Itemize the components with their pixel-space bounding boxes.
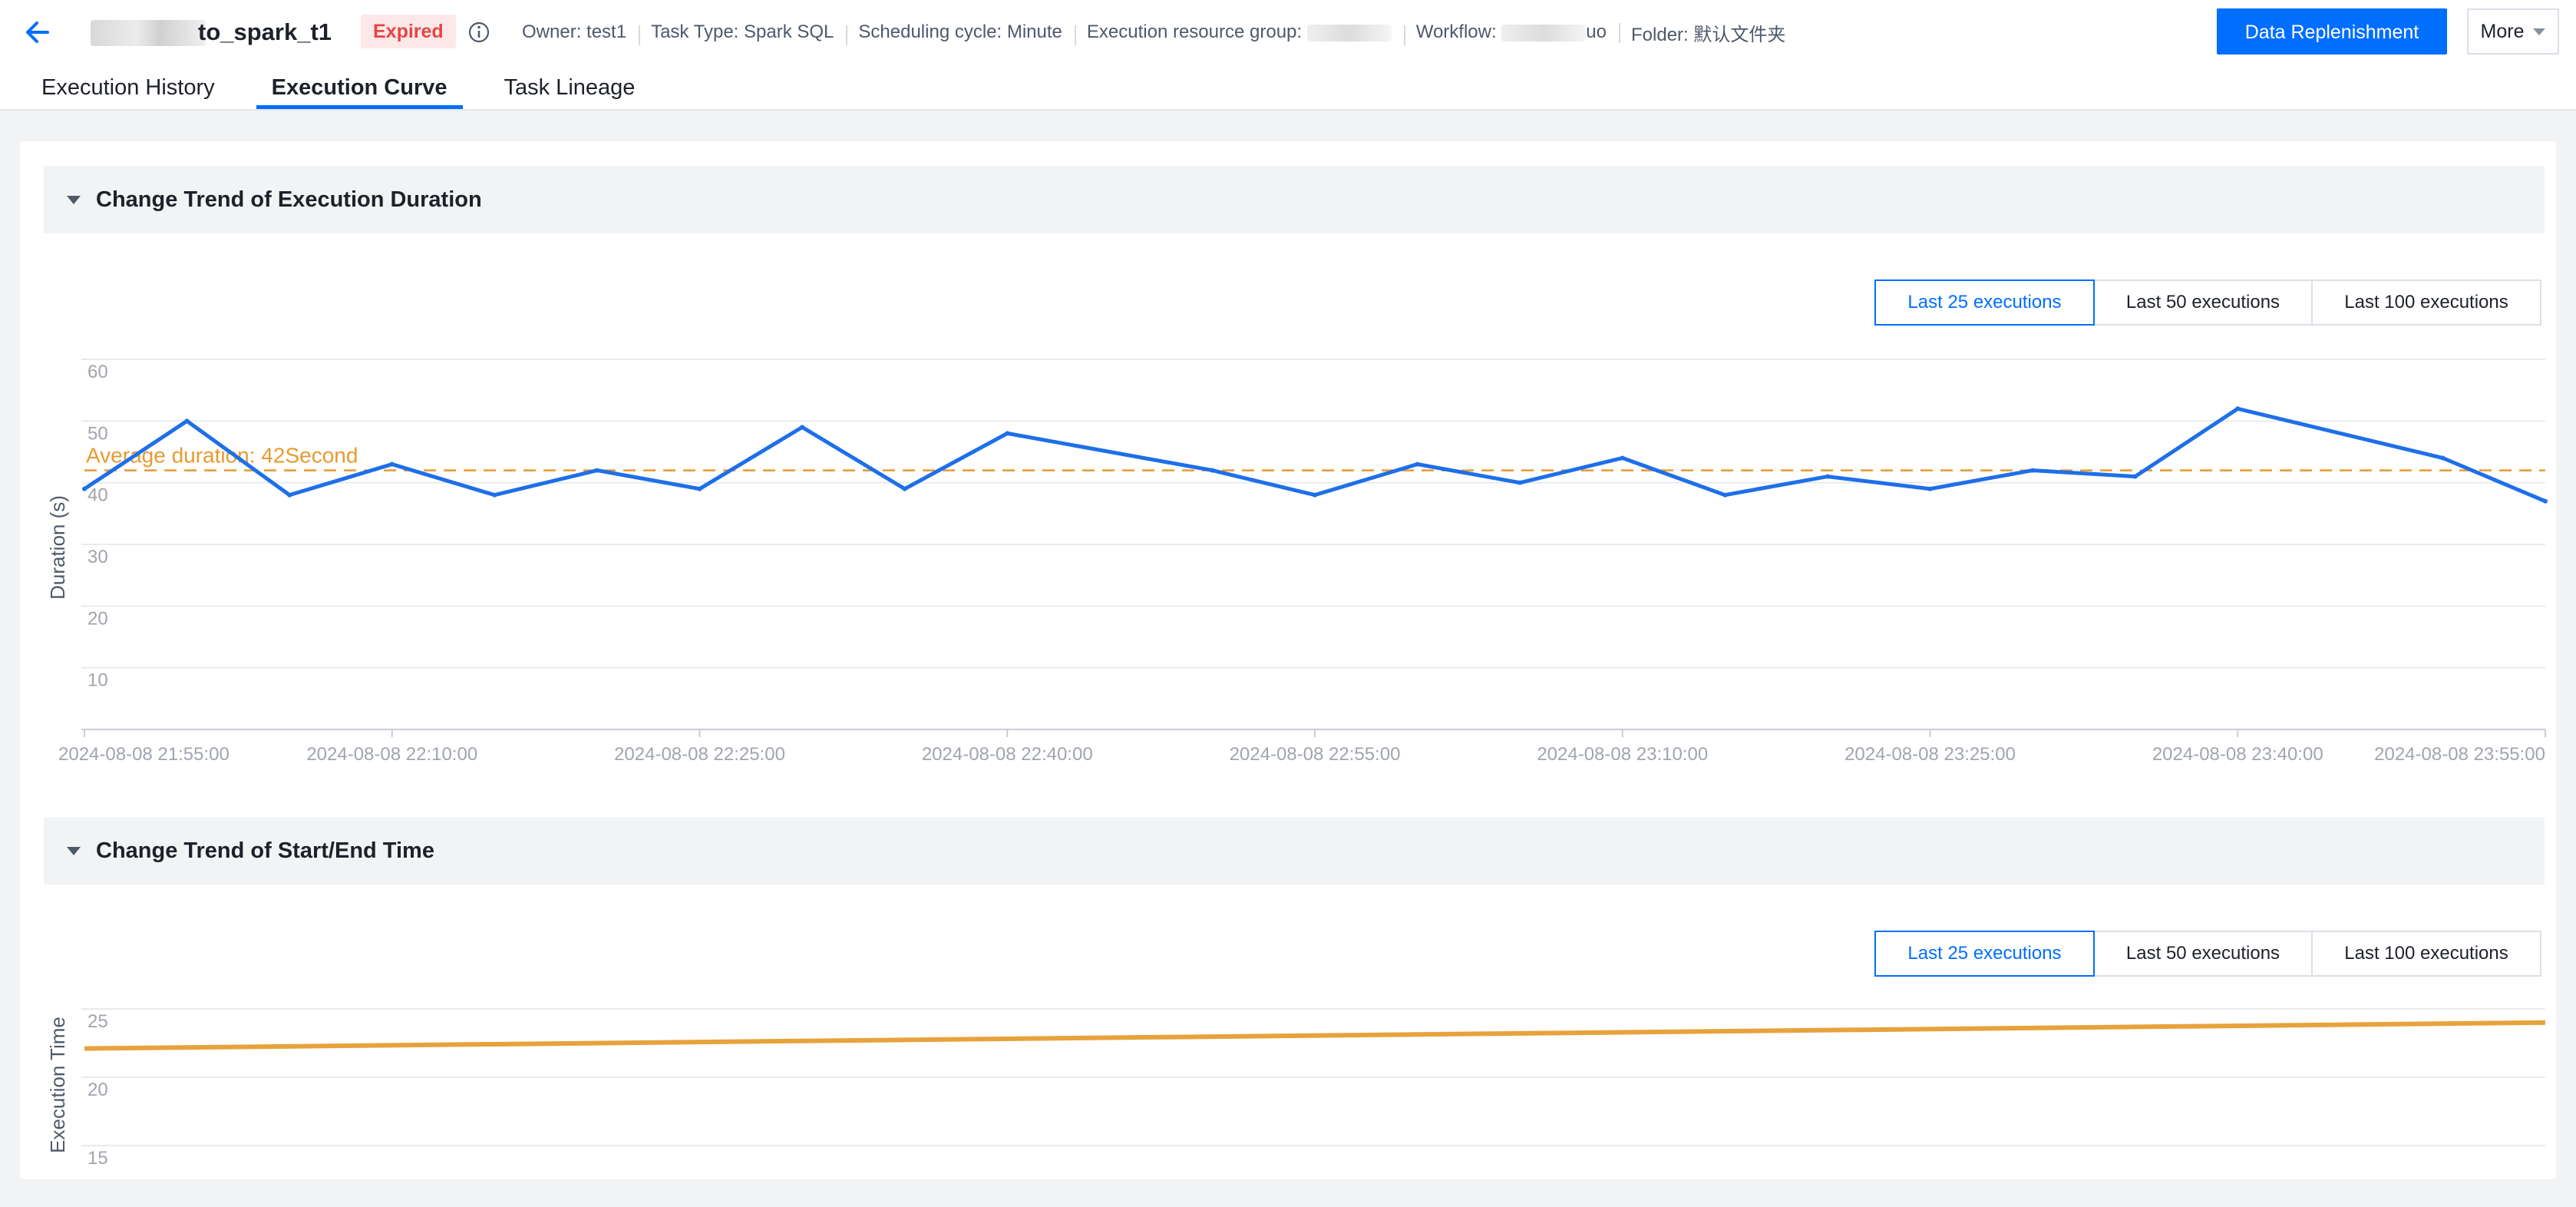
duration-point xyxy=(594,468,599,473)
duration-point xyxy=(697,486,702,491)
y-tick-label: 10 xyxy=(88,670,108,691)
x-tick-label: 2024-08-08 23:40:00 xyxy=(2152,744,2323,765)
more-button-label: More xyxy=(2480,20,2525,42)
meta-scheduling-cycle: Scheduling cycle: Minute xyxy=(846,21,1074,45)
collapse-caret-icon xyxy=(67,846,81,855)
meta-workflow-suffix: uo xyxy=(1586,21,1607,42)
x-tick-label: 2024-08-08 22:55:00 xyxy=(1230,744,1401,765)
duration-point xyxy=(389,461,395,467)
duration-point xyxy=(1620,455,1625,461)
duration-point xyxy=(1927,486,1933,491)
x-tick-label: 2024-08-08 22:40:00 xyxy=(922,744,1093,765)
duration-point xyxy=(1825,474,1830,479)
meta-resource-group-label: Execution resource group: xyxy=(1086,21,1307,42)
duration-range-25[interactable]: Last 25 executions xyxy=(1874,279,2095,326)
y-tick-label: 60 xyxy=(88,362,108,382)
task-title: to_spark_t1 xyxy=(198,18,332,45)
duration-point xyxy=(800,425,805,430)
start-end-range-100[interactable]: Last 100 executions xyxy=(2311,931,2541,977)
meta-resource-group: Execution resource group: xyxy=(1074,21,1404,45)
y-tick-label: 20 xyxy=(88,1080,108,1100)
tab-execution-curve[interactable]: Execution Curve xyxy=(256,68,463,109)
duration-point xyxy=(1313,492,1317,498)
info-icon[interactable] xyxy=(467,20,491,45)
tab-execution-history[interactable]: Execution History xyxy=(41,75,215,100)
meta-workflow: Workflow: uo xyxy=(1403,21,1619,45)
y-tick-label: 15 xyxy=(88,1148,108,1169)
duration-point xyxy=(1005,431,1010,436)
duration-point xyxy=(902,486,907,491)
back-arrow-icon[interactable] xyxy=(21,17,52,48)
tab-task-lineage[interactable]: Task Lineage xyxy=(504,75,636,100)
meta-workflow-label: Workflow: xyxy=(1415,21,1502,42)
duration-point xyxy=(1518,480,1523,485)
x-tick-label: 2024-08-08 21:55:00 xyxy=(58,744,230,765)
x-tick-label: 2024-08-08 23:55:00 xyxy=(2374,744,2545,765)
start-end-series-line xyxy=(84,1020,2546,1051)
x-tick-label: 2024-08-08 22:25:00 xyxy=(614,744,785,765)
duration-point xyxy=(492,492,497,498)
duration-section-header[interactable]: Change Trend of Execution Duration xyxy=(44,166,2545,233)
y-tick-label: 20 xyxy=(88,608,108,629)
start-end-range-selector: Last 25 executions Last 50 executions La… xyxy=(1874,931,2541,977)
duration-point xyxy=(2132,474,2138,479)
start-end-chart: 15 20 25 Execution Time xyxy=(46,1008,2546,1169)
meta-owner: Owner: test1 xyxy=(522,21,627,42)
duration-series-line xyxy=(83,406,2546,504)
duration-point xyxy=(184,418,190,424)
status-badge: Expired xyxy=(361,15,456,48)
duration-point xyxy=(2030,468,2036,473)
duration-point xyxy=(1210,468,1215,473)
duration-range-selector: Last 25 executions Last 50 executions La… xyxy=(1874,279,2541,326)
duration-range-50[interactable]: Last 50 executions xyxy=(2093,279,2313,326)
x-tick-label: 2024-08-08 22:10:00 xyxy=(306,744,477,765)
y-axis-title: Execution Time xyxy=(46,1017,69,1153)
start-end-section-title: Change Trend of Start/End Time xyxy=(96,838,434,863)
y-tick-label: 25 xyxy=(88,1011,108,1032)
y-tick-label: 30 xyxy=(88,547,108,567)
page-header: to_spark_t1 Expired Owner: test1 Task Ty… xyxy=(0,0,2576,111)
y-axis-title: Duration (s) xyxy=(46,495,69,600)
redacted-value xyxy=(1306,24,1392,41)
duration-point xyxy=(2235,406,2241,412)
redacted-title-prefix xyxy=(91,20,206,46)
duration-section-title: Change Trend of Execution Duration xyxy=(96,187,482,212)
start-end-range-50[interactable]: Last 50 executions xyxy=(2093,931,2313,977)
caret-down-icon xyxy=(2533,28,2546,35)
data-replenishment-button[interactable]: Data Replenishment xyxy=(2217,8,2447,55)
duration-point xyxy=(82,486,87,491)
more-dropdown-button[interactable]: More xyxy=(2467,8,2559,55)
duration-point xyxy=(2543,498,2548,504)
tab-bar: Execution History Execution Curve Task L… xyxy=(0,68,650,109)
x-tick-label: 2024-08-08 23:10:00 xyxy=(1537,744,1708,765)
duration-chart: 10 20 30 40 50 60 2024-08-08 21:55:00 2024-08-0… xyxy=(46,359,2548,765)
y-tick-label: 50 xyxy=(88,423,108,444)
meta-folder: Folder: 默认文件夹 xyxy=(1619,19,1798,46)
y-tick-label: 40 xyxy=(88,485,108,506)
duration-point xyxy=(1415,461,1420,467)
duration-point xyxy=(1722,492,1728,498)
execution-curve-panel: Change Trend of Execution Duration Last … xyxy=(20,141,2556,1179)
task-meta-bar: Owner: test1 Task Type: Spark SQL Schedu… xyxy=(522,17,1798,48)
collapse-caret-icon xyxy=(67,195,81,204)
start-end-range-25[interactable]: Last 25 executions xyxy=(1874,931,2095,977)
duration-point xyxy=(287,492,292,498)
x-tick-label: 2024-08-08 23:25:00 xyxy=(1844,744,2016,765)
start-end-section-header[interactable]: Change Trend of Start/End Time xyxy=(44,817,2545,885)
duration-point xyxy=(2440,455,2446,461)
meta-task-type: Task Type: Spark SQL xyxy=(639,21,846,45)
redacted-value xyxy=(1501,24,1587,41)
duration-range-100[interactable]: Last 100 executions xyxy=(2311,279,2541,326)
